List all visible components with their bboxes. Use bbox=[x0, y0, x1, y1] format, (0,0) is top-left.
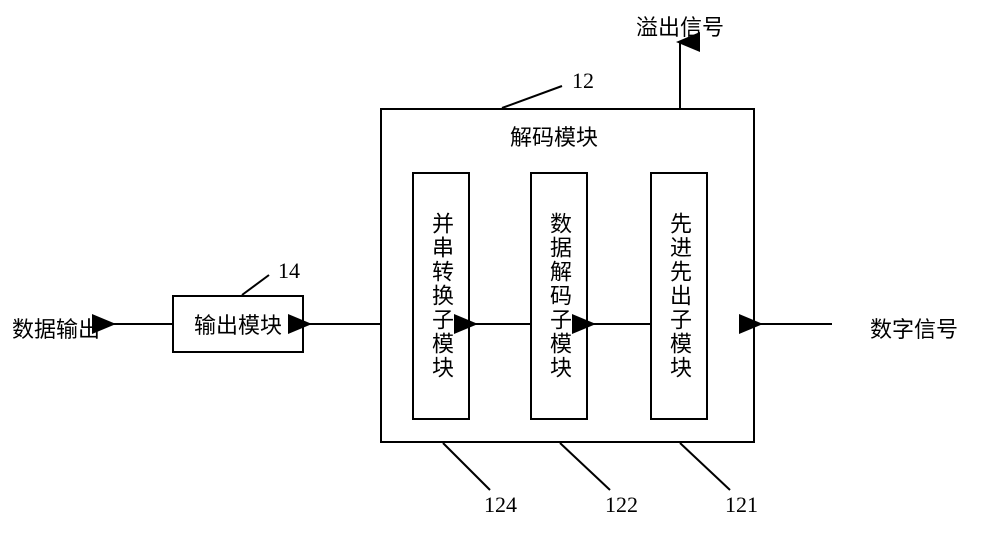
data-output-label: 数据输出 bbox=[12, 312, 100, 344]
fifo-label: 先进先出子模块 bbox=[663, 212, 695, 380]
ref-12: 12 bbox=[572, 68, 594, 94]
overflow-signal-label: 溢出信号 bbox=[636, 10, 724, 42]
ref-14: 14 bbox=[278, 258, 300, 284]
digital-signal-label: 数字信号 bbox=[870, 312, 958, 344]
ref-124: 124 bbox=[484, 492, 517, 518]
parallel-serial-label: 并串转换子模块 bbox=[425, 212, 457, 380]
output-module-box: 输出模块 bbox=[172, 295, 304, 353]
output-module-label: 输出模块 bbox=[194, 308, 282, 340]
ref-122: 122 bbox=[605, 492, 638, 518]
fifo-box: 先进先出子模块 bbox=[650, 172, 708, 420]
parallel-serial-box: 并串转换子模块 bbox=[412, 172, 470, 420]
data-decode-box: 数据解码子模块 bbox=[530, 172, 588, 420]
data-decode-label: 数据解码子模块 bbox=[543, 212, 575, 380]
decode-module-title: 解码模块 bbox=[510, 120, 598, 152]
ref-121: 121 bbox=[725, 492, 758, 518]
